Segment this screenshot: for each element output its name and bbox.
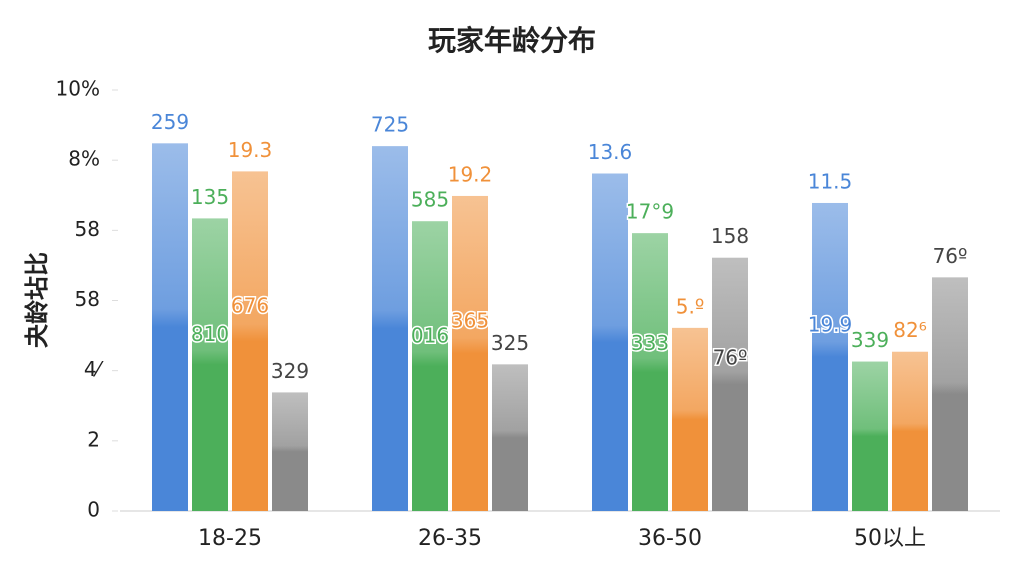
bar xyxy=(152,143,188,511)
data-label: 158 xyxy=(711,224,749,248)
data-label: 259 xyxy=(151,110,189,134)
bar xyxy=(932,277,968,511)
bar xyxy=(892,351,928,511)
x-tick-label: 36-50 xyxy=(638,526,702,551)
bar xyxy=(592,173,628,511)
data-label: 585 xyxy=(411,188,449,212)
data-label: 339 xyxy=(851,328,889,352)
data-label: 82⁶ xyxy=(893,318,926,342)
x-tick-label: 18-25 xyxy=(198,526,262,551)
x-tick-label: 26-35 xyxy=(418,526,482,551)
data-label: 135 xyxy=(191,185,229,209)
y-tick-label: 0 xyxy=(87,498,100,522)
bar xyxy=(852,361,888,511)
data-label: 19.3 xyxy=(228,138,273,162)
data-label: 810 xyxy=(191,322,229,346)
data-label: 13.6 xyxy=(588,140,633,164)
data-label: 333 xyxy=(631,331,669,355)
y-tick-label: 8% xyxy=(68,147,100,171)
bar xyxy=(812,202,848,512)
y-tick-label: 2 xyxy=(87,427,100,451)
data-label: 76º xyxy=(713,346,748,370)
bar xyxy=(452,195,488,511)
bar xyxy=(672,327,708,511)
bar xyxy=(412,221,448,511)
bar xyxy=(632,233,668,511)
data-label: 365 xyxy=(451,308,489,332)
data-label: 325 xyxy=(491,331,529,355)
bar xyxy=(232,171,268,512)
bar xyxy=(372,146,408,511)
y-tick-label: 58 xyxy=(75,217,100,241)
data-label: 5.º xyxy=(676,294,705,318)
data-label: 016 xyxy=(411,324,449,348)
y-tick-label: 4⁄ xyxy=(84,357,104,381)
data-label: 76º xyxy=(933,244,968,268)
data-label: 725 xyxy=(371,113,409,137)
bar xyxy=(492,364,528,511)
bar xyxy=(192,218,228,511)
chart-title: 玩家年龄分布 xyxy=(428,24,596,57)
bar xyxy=(712,257,748,511)
bar xyxy=(272,392,308,511)
data-label: 17°9 xyxy=(626,200,674,224)
y-tick-label: 58 xyxy=(75,287,100,311)
data-label: 11.5 xyxy=(808,169,853,193)
x-tick-label: 50以上 xyxy=(854,526,926,551)
data-label: 329 xyxy=(271,359,309,383)
data-label: 676 xyxy=(231,294,269,318)
data-label: 19.9 xyxy=(808,313,853,337)
y-axis-label: 夬龄坫比 xyxy=(23,252,51,348)
data-label: 19.2 xyxy=(448,162,493,186)
y-tick-label: 10% xyxy=(56,77,100,101)
